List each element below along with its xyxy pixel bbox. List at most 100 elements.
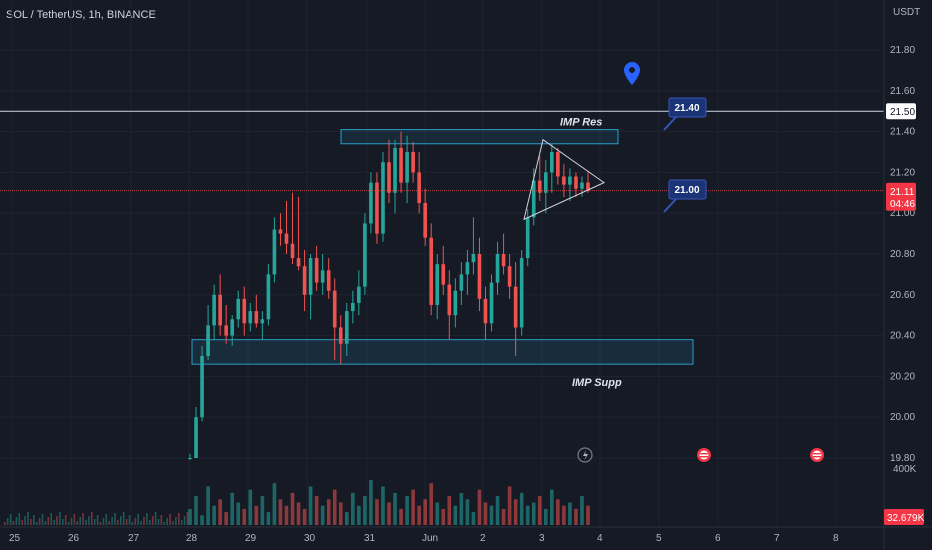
volume-bar bbox=[435, 502, 440, 525]
candle-body bbox=[200, 356, 204, 418]
candle-body bbox=[556, 152, 560, 177]
candle-body bbox=[513, 286, 518, 328]
candle-body bbox=[447, 284, 452, 316]
candle-body bbox=[194, 417, 198, 458]
price-tick-label: 19.80 bbox=[890, 453, 915, 464]
time-tick-label: 30 bbox=[304, 533, 316, 544]
callout-21-00[interactable]: 21.00 bbox=[663, 179, 707, 213]
candle-body bbox=[338, 327, 343, 344]
level-price-badge-label: 21.50 bbox=[890, 107, 915, 118]
candle-body bbox=[429, 237, 434, 305]
price-tick-label: 20.00 bbox=[890, 412, 915, 423]
volume-bar bbox=[344, 512, 349, 525]
volume-bar bbox=[411, 489, 415, 525]
time-tick-label: 3 bbox=[539, 533, 545, 544]
candle-body bbox=[188, 458, 192, 459]
volume-bar bbox=[272, 483, 277, 525]
flag-icon-stripe bbox=[700, 456, 708, 458]
volume-bar bbox=[111, 517, 113, 525]
volume-bar bbox=[6, 518, 9, 525]
volume-bar bbox=[149, 520, 151, 525]
level-price-badge bbox=[886, 103, 916, 120]
volume-bar bbox=[91, 512, 93, 525]
volume-bar bbox=[122, 512, 125, 525]
volume-bar bbox=[175, 517, 177, 525]
candles bbox=[188, 131, 590, 461]
callout-pointer bbox=[663, 198, 677, 213]
flag-icon-stripe bbox=[700, 453, 708, 455]
us-flag-event-icon[interactable] bbox=[697, 448, 711, 462]
volume-bar bbox=[459, 492, 464, 525]
candle-body bbox=[302, 266, 307, 295]
volume-bar bbox=[114, 513, 116, 525]
candle-body bbox=[507, 266, 512, 287]
price-tick-label: 21.40 bbox=[890, 127, 915, 138]
volume-bar bbox=[18, 513, 21, 525]
callout-label: 21.00 bbox=[674, 185, 699, 196]
volume-bar bbox=[513, 499, 518, 525]
candle-body bbox=[375, 182, 379, 234]
resistance-zone bbox=[340, 129, 619, 145]
candle-body bbox=[351, 302, 355, 312]
candle-body bbox=[308, 258, 313, 295]
currency-label: USDT bbox=[893, 7, 920, 18]
candle-body bbox=[393, 147, 397, 193]
callout-pointer bbox=[663, 116, 677, 131]
price-tick-label: 20.60 bbox=[890, 290, 915, 301]
candle-body bbox=[363, 223, 367, 287]
volume-bar bbox=[35, 522, 38, 525]
volume-bar bbox=[206, 486, 210, 525]
volume-bar bbox=[82, 513, 84, 525]
candle-body bbox=[411, 152, 415, 173]
volume-bar bbox=[447, 496, 452, 525]
volume-bar bbox=[568, 502, 572, 525]
volume-bar bbox=[12, 521, 15, 525]
callout-box bbox=[668, 97, 707, 118]
candle-body bbox=[423, 203, 427, 238]
candle-body bbox=[586, 182, 590, 191]
us-flag-event-icon[interactable] bbox=[810, 448, 824, 462]
volume-bar bbox=[381, 486, 385, 525]
candle-body bbox=[580, 182, 584, 189]
volume-bar bbox=[44, 521, 47, 525]
candle-body bbox=[574, 176, 578, 189]
candle-body bbox=[405, 152, 409, 183]
flag-icon-center bbox=[812, 450, 822, 460]
volume-bar bbox=[169, 514, 171, 525]
volume-bar bbox=[21, 520, 23, 525]
callout-21-40[interactable]: 21.40 bbox=[663, 97, 707, 131]
lightning-icon[interactable] bbox=[577, 447, 593, 463]
map-pin-hole bbox=[629, 67, 635, 73]
candle-body bbox=[399, 147, 403, 183]
volume-bar bbox=[9, 514, 12, 525]
candle-body bbox=[568, 176, 572, 185]
last-price-label: 21.11 bbox=[890, 187, 915, 198]
overlays: IMP Res IMP Supp 21.40 21.00 bbox=[0, 62, 884, 463]
candle-body bbox=[296, 258, 301, 267]
candle-body bbox=[320, 270, 325, 283]
candle-body bbox=[381, 162, 385, 234]
volume-bar bbox=[178, 513, 180, 525]
volume-bar bbox=[24, 516, 26, 525]
volume-bar bbox=[393, 492, 397, 525]
map-pin-shape bbox=[624, 62, 640, 85]
volume-bar bbox=[248, 489, 253, 525]
volume-bar bbox=[308, 486, 313, 525]
volume-bar bbox=[143, 517, 145, 525]
resistance-label: IMP Res bbox=[560, 117, 602, 129]
volume-bar bbox=[108, 521, 110, 525]
volume-bar bbox=[194, 496, 198, 525]
time-tick-label: 2 bbox=[480, 533, 486, 544]
volume-bar bbox=[125, 519, 128, 525]
volume-bar bbox=[131, 522, 134, 525]
volume-bar bbox=[537, 496, 542, 525]
volume-bar bbox=[73, 514, 76, 525]
callout-label: 21.40 bbox=[674, 103, 699, 114]
candle-body bbox=[290, 243, 295, 259]
triangle-pattern bbox=[523, 138, 605, 221]
volume-bar bbox=[399, 508, 403, 525]
volume-bar bbox=[489, 505, 494, 525]
candle-body bbox=[387, 162, 391, 193]
volume-bar bbox=[27, 512, 29, 525]
